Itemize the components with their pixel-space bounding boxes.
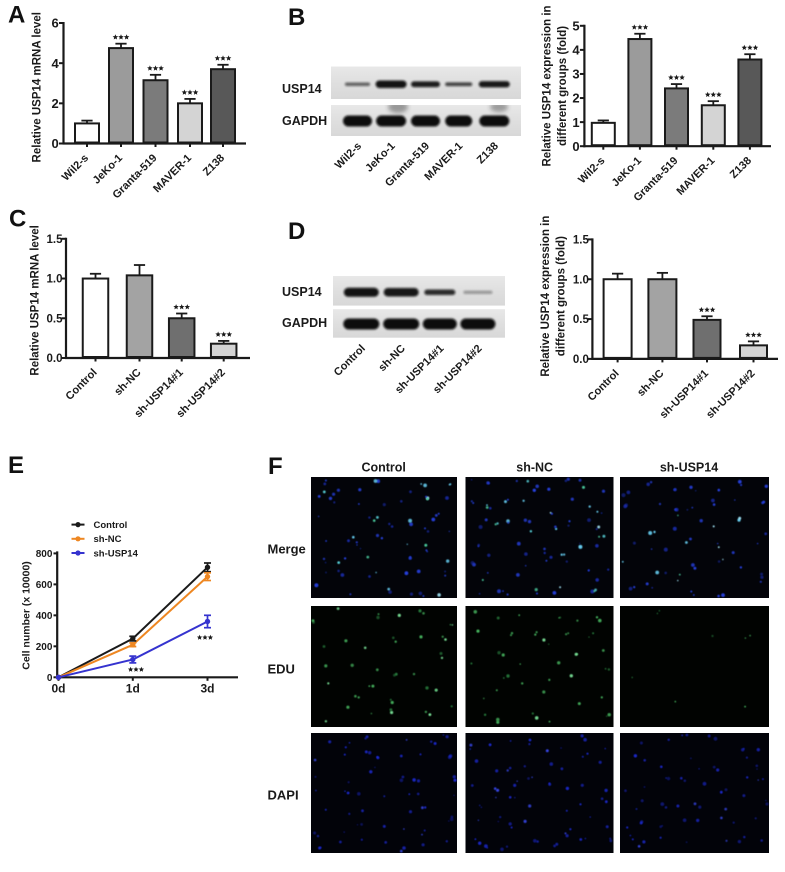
svg-text:Relative USP14 mRNA level: Relative USP14 mRNA level (30, 225, 42, 375)
svg-text:200: 200 (36, 642, 53, 653)
svg-text:USP14: USP14 (282, 285, 322, 299)
svg-text:GAPDH: GAPDH (282, 114, 327, 128)
svg-text:C: C (9, 206, 26, 233)
svg-text:Relative USP14 mRNA level: Relative USP14 mRNA level (32, 12, 44, 162)
svg-text:1d: 1d (126, 682, 140, 696)
svg-text:EDU: EDU (268, 662, 295, 677)
svg-text:Relative USP14 expression in: Relative USP14 expression in (542, 5, 554, 166)
svg-text:different groups (fold): different groups (fold) (556, 236, 568, 356)
svg-text:1.5: 1.5 (573, 235, 590, 247)
svg-text:B: B (288, 4, 305, 31)
svg-text:different groups (fold): different groups (fold) (557, 26, 569, 146)
svg-text:1.0: 1.0 (47, 274, 63, 286)
svg-text:2: 2 (51, 96, 58, 111)
svg-text:Merge: Merge (268, 542, 306, 557)
svg-text:Relative USP14 expression in: Relative USP14 expression in (540, 216, 552, 377)
svg-text:D: D (288, 218, 305, 245)
svg-text:0: 0 (51, 136, 58, 151)
svg-text:0.5: 0.5 (573, 314, 590, 326)
svg-text:0.5: 0.5 (47, 313, 64, 325)
svg-text:Control: Control (94, 520, 128, 531)
svg-text:4: 4 (51, 56, 59, 71)
svg-text:USP14: USP14 (282, 82, 322, 96)
svg-text:0.0: 0.0 (573, 354, 589, 366)
svg-text:GAPDH: GAPDH (282, 316, 327, 330)
svg-text:Control: Control (361, 461, 405, 475)
svg-text:sh-USP14: sh-USP14 (660, 461, 718, 475)
svg-text:5: 5 (572, 18, 579, 33)
svg-text:400: 400 (36, 611, 53, 622)
svg-text:3: 3 (572, 67, 579, 82)
svg-text:0.0: 0.0 (47, 353, 63, 365)
svg-text:F: F (268, 453, 283, 480)
svg-text:2: 2 (572, 91, 579, 106)
svg-text:3d: 3d (200, 682, 214, 696)
svg-text:DAPI: DAPI (268, 788, 299, 803)
svg-text:sh-NC: sh-NC (94, 534, 122, 545)
svg-text:0: 0 (572, 139, 579, 154)
svg-text:0: 0 (47, 673, 53, 684)
svg-text:sh-USP14: sh-USP14 (94, 548, 139, 559)
svg-text:1.5: 1.5 (47, 234, 64, 246)
svg-text:1.0: 1.0 (573, 274, 589, 286)
svg-text:Cell number (x 10000): Cell number (x 10000) (21, 561, 33, 670)
svg-text:1: 1 (572, 115, 579, 130)
svg-text:A: A (8, 2, 25, 29)
svg-text:0d: 0d (51, 682, 65, 696)
svg-text:E: E (8, 452, 24, 479)
svg-text:sh-NC: sh-NC (516, 461, 553, 475)
svg-text:800: 800 (36, 549, 53, 560)
svg-text:600: 600 (36, 580, 53, 591)
svg-text:6: 6 (51, 16, 58, 31)
svg-text:4: 4 (572, 43, 580, 58)
